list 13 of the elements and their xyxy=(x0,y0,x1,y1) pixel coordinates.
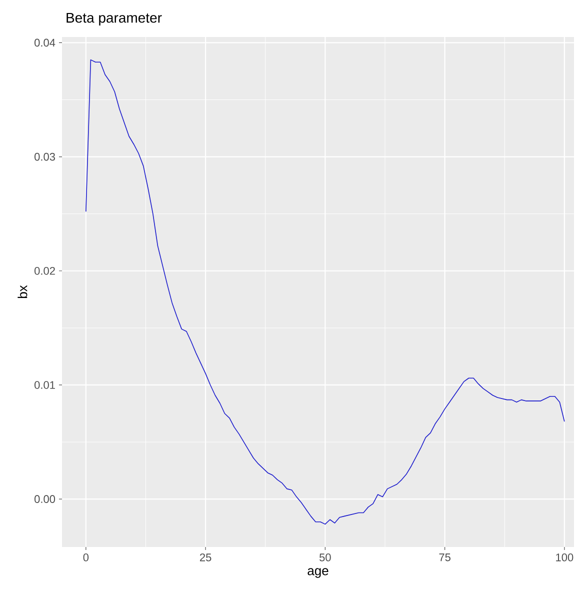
x-tick-label: 75 xyxy=(439,554,450,562)
chart-title: Beta parameter xyxy=(66,12,162,26)
x-axis-title: age xyxy=(308,568,328,578)
x-tick-label: 0 xyxy=(83,554,89,562)
y-tick-label: 0.00 xyxy=(34,495,56,503)
y-tick-label: 0.02 xyxy=(34,266,55,275)
y-axis-title: bx xyxy=(18,285,28,298)
x-tick-label: 25 xyxy=(200,554,212,562)
y-tick-label: 0.01 xyxy=(34,381,55,389)
x-tick-label: 50 xyxy=(320,554,331,562)
x-tick-label: 100 xyxy=(556,554,574,562)
y-tick-label: 0.04 xyxy=(34,38,56,47)
y-tick-label: 0.03 xyxy=(34,152,56,161)
